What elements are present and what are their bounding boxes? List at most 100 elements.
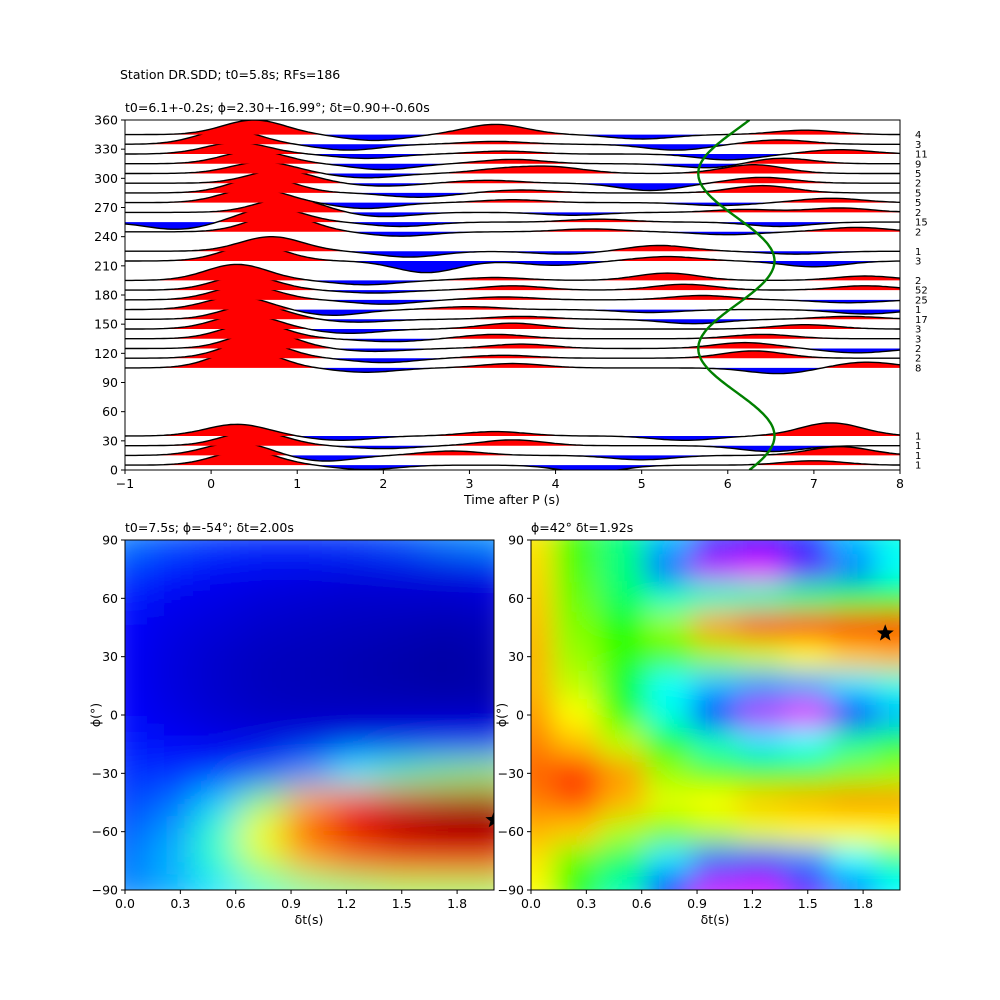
rf-trace-positive-fill	[125, 150, 900, 164]
crosscorr-heatmap-cell	[599, 540, 648, 556]
energy-heatmap-cell	[377, 611, 426, 644]
crosscorr-heatmap-cell	[599, 553, 648, 585]
energy-heatmap-cell	[331, 786, 380, 819]
energy-heatmap-y-label: ϕ(°)	[88, 703, 103, 727]
crosscorr-heatmap-cell	[645, 540, 694, 556]
crosscorr-heatmap-cell	[875, 699, 900, 731]
rf-trace-line	[125, 169, 900, 192]
energy-heatmap-cell	[331, 757, 380, 789]
energy-heatmap-cell	[331, 874, 380, 890]
energy-heatmap-cell	[331, 845, 380, 877]
crosscorr-heatmap-cell	[875, 641, 900, 673]
crosscorr-heatmap-cell	[875, 553, 900, 585]
energy-heatmap-x-label: δt(s)	[295, 912, 324, 927]
energy-heatmap-cell	[125, 641, 150, 673]
energy-heatmap-cell	[125, 845, 150, 877]
energy-heatmap-cell	[285, 757, 334, 789]
crosscorr-heatmap-cell	[783, 670, 832, 702]
energy-heatmap-cell	[147, 540, 196, 556]
rf-bin-count: 17	[915, 315, 928, 326]
rf-y-tick-label: 60	[102, 404, 118, 419]
rf-trace-negative-fill	[125, 445, 900, 452]
rf-trace-positive-fill	[125, 275, 900, 291]
energy-heatmap-cell	[469, 582, 494, 614]
energy-heatmap-y-tick-label: 30	[102, 649, 118, 664]
crosscorr-heatmap-cell	[691, 540, 740, 556]
energy-heatmap-cell	[469, 670, 494, 702]
rf-bin-count: 15	[915, 218, 928, 229]
rf-bin-count: 1	[915, 461, 921, 472]
crosscorr-heatmap-cell	[737, 728, 786, 760]
energy-heatmap-cell	[193, 757, 242, 789]
energy-heatmap-cell	[469, 699, 494, 731]
crosscorr-heatmap-cell	[783, 611, 832, 644]
energy-heatmap-cell	[193, 553, 242, 585]
energy-heatmap-cell	[193, 540, 242, 556]
energy-heatmap-best-star	[485, 811, 494, 828]
crosscorr-heatmap-cell	[553, 553, 602, 585]
crosscorr-heatmap-panel: ϕ=42° δt=1.92s 0.0 0.3 0.6 0.9 1.2 1.5 1.8 −90…	[494, 520, 901, 927]
rf-trace-positive-fill	[125, 340, 900, 359]
rf-y-tick-label: 330	[94, 142, 118, 157]
energy-heatmap-cell	[193, 670, 242, 702]
crosscorr-heatmap-cell	[691, 611, 740, 644]
energy-heatmap-cell	[423, 611, 472, 644]
energy-heatmap-cell	[469, 874, 494, 890]
crosscorr-heatmap-cell	[783, 845, 832, 877]
crosscorr-heatmap-cell	[829, 611, 878, 644]
energy-heatmap-cell	[423, 670, 472, 702]
energy-heatmap-cell	[377, 670, 426, 702]
crosscorr-heatmap-cell	[783, 699, 832, 731]
energy-heatmap-cell	[147, 757, 196, 789]
energy-heatmap-cell	[423, 641, 472, 673]
energy-heatmap-title: t0=7.5s; ϕ=-54°; δt=2.00s	[125, 520, 294, 535]
crosscorr-heatmap-y-label: ϕ(°)	[494, 703, 509, 727]
crosscorr-heatmap-cell	[783, 816, 832, 848]
energy-heatmap-cell	[239, 757, 288, 789]
rf-x-ticks: −1 0 1 2 3 4 5 6 7 8	[116, 470, 904, 491]
rf-bin-count: 2	[915, 208, 921, 219]
crosscorr-heatmap-cell	[553, 540, 602, 556]
crosscorr-heatmap-cell	[553, 845, 602, 877]
rf-trace-negative-fill	[125, 202, 900, 209]
crosscorr-heatmap-cell	[829, 816, 878, 848]
rf-y-tick-label: 210	[94, 258, 118, 273]
energy-heatmap-cell	[147, 786, 196, 819]
rf-bin-count: 1	[915, 451, 921, 462]
energy-heatmap-cell	[377, 540, 426, 556]
crosscorr-heatmap-cell	[599, 582, 648, 614]
energy-heatmap-cell	[193, 611, 242, 644]
energy-heatmap-cell	[423, 553, 472, 585]
crosscorr-heatmap-cell	[531, 641, 556, 673]
energy-heatmap-cell	[193, 728, 242, 760]
energy-heatmap-cell	[147, 816, 196, 848]
rf-trace-positive-fill	[125, 244, 900, 261]
crosscorr-heatmap-cell	[691, 553, 740, 585]
figure-suptitle: Station DR.SDD; t0=5.8s; RFs=186	[120, 67, 340, 82]
energy-heatmap-panel: t0=7.5s; ϕ=-54°; δt=2.00s 0.0 0.3 0.6 0.9 1.…	[88, 520, 495, 927]
energy-heatmap-cell	[125, 874, 150, 890]
energy-heatmap-cell	[239, 845, 288, 877]
energy-heatmap-cell	[147, 553, 196, 585]
crosscorr-heatmap-cell	[829, 874, 878, 890]
rf-y-tick-label: 360	[94, 113, 118, 128]
crosscorr-heatmap-cell	[645, 553, 694, 585]
rf-trace-positive-fill	[125, 422, 900, 436]
crosscorr-heatmap-cell	[737, 641, 786, 673]
crosscorr-heatmap-y-tick-label: −60	[498, 824, 524, 839]
energy-heatmap-cell	[285, 874, 334, 890]
energy-heatmap-cell	[193, 816, 242, 848]
energy-heatmap-cell	[193, 786, 242, 819]
energy-heatmap-cell	[239, 670, 288, 702]
energy-heatmap-cell	[331, 582, 380, 614]
energy-heatmap-cell	[125, 670, 150, 702]
crosscorr-heatmap-cell	[531, 582, 556, 614]
crosscorr-heatmap-cell	[737, 540, 786, 556]
crosscorr-heatmap-cell	[783, 553, 832, 585]
energy-heatmap-cell	[423, 786, 472, 819]
energy-heatmap-cell	[285, 786, 334, 819]
crosscorr-heatmap-cell	[599, 641, 648, 673]
crosscorr-heatmap-cell	[645, 874, 694, 890]
energy-heatmap-cell	[193, 845, 242, 877]
